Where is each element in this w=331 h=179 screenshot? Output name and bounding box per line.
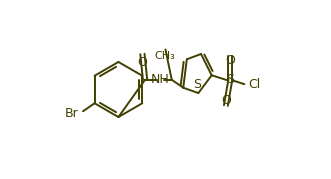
Text: S: S [226, 73, 234, 86]
Text: O: O [221, 94, 231, 107]
Text: O: O [225, 54, 235, 67]
Text: Br: Br [65, 107, 78, 120]
Text: Cl: Cl [248, 78, 260, 91]
Text: O: O [137, 56, 147, 69]
Text: CH₃: CH₃ [154, 51, 175, 61]
Text: NH: NH [151, 73, 169, 86]
Text: S: S [194, 78, 202, 91]
